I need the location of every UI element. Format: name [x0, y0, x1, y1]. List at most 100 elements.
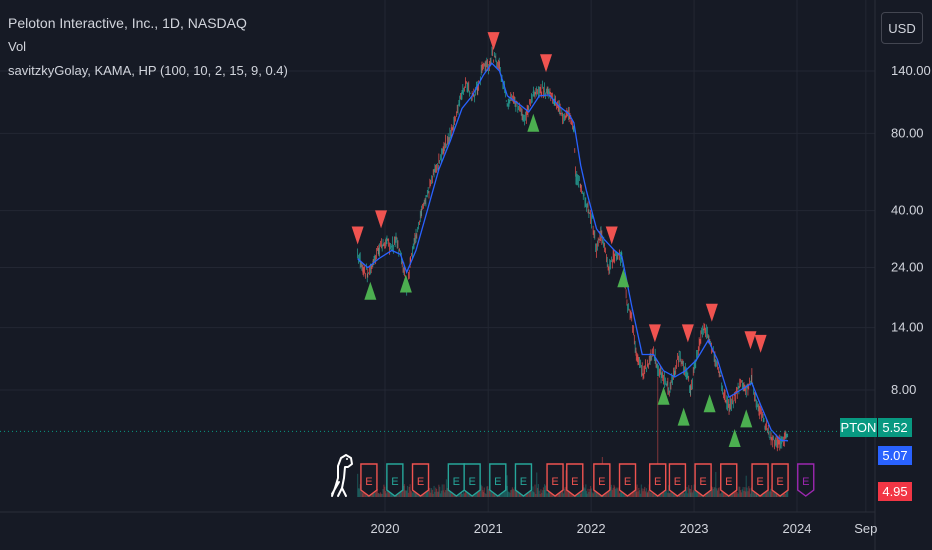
earnings-marker-4[interactable]: E	[463, 463, 481, 497]
volume-bar-219	[533, 492, 535, 497]
volume-bar-71	[413, 490, 415, 497]
volume-bar-100	[436, 491, 439, 497]
earnings-marker-11[interactable]: E	[648, 463, 667, 497]
volume-bar-406	[683, 493, 686, 497]
volume-bar-261	[567, 488, 569, 497]
volume-bar-162	[487, 488, 490, 497]
volume-bar-389	[670, 489, 672, 497]
volume-bar-285	[585, 490, 587, 497]
earnings-marker-7[interactable]: E	[546, 463, 564, 497]
volume-bar-478	[743, 490, 745, 497]
volume-bar-361	[646, 491, 649, 497]
volume-bar-384	[666, 490, 668, 497]
volume-bar-355	[642, 491, 644, 497]
volume-bar-364	[649, 489, 651, 497]
volume-bar-419	[694, 491, 696, 497]
earnings-marker-12[interactable]: E	[668, 463, 687, 497]
volume-bar-131	[462, 493, 464, 497]
ticker-badge: PTON	[840, 418, 877, 437]
volume-bar-409	[686, 486, 688, 497]
time-axis[interactable]: 2020 2021 2022 2023 2024 Sep	[371, 521, 878, 536]
earnings-marker-shape-12	[668, 463, 687, 497]
earnings-marker-shape-13	[694, 463, 712, 497]
volume-bar-358	[644, 491, 647, 497]
earnings-marker-15[interactable]: E	[751, 463, 769, 497]
volume-bar-70	[412, 490, 414, 497]
volume-indicator-label[interactable]: Vol	[8, 39, 27, 54]
volume-bar-491	[753, 490, 756, 497]
volume-bar-185	[506, 475, 508, 497]
volume-bar-29	[379, 492, 382, 497]
earnings-marker-shape-16	[771, 463, 789, 497]
volume-bar-414	[690, 492, 692, 497]
volume-bar-446	[716, 490, 719, 497]
volume-bar-235	[546, 493, 548, 497]
volume-bar-281	[582, 485, 584, 497]
earnings-marker-10[interactable]: E	[618, 463, 637, 497]
sell-marker-3	[540, 54, 553, 73]
volume-bar-178	[500, 492, 502, 497]
volume-bar-28	[379, 493, 381, 497]
volume-bar-349	[637, 491, 639, 497]
y-tick-label-3: 24.00	[891, 260, 924, 275]
volume-bar-415	[690, 485, 693, 497]
volume-bar-62	[406, 490, 408, 497]
volume-bar-63	[406, 485, 409, 497]
volume-bar-468	[734, 489, 737, 497]
volume-bar-405	[683, 490, 685, 497]
earnings-marker-17[interactable]: E	[797, 463, 815, 497]
volume-bar-163	[488, 490, 490, 497]
earnings-marker-0[interactable]: E	[360, 463, 378, 497]
volume-bar-487	[750, 487, 752, 497]
volume-bar-187	[507, 491, 509, 497]
volume-bar-106	[441, 484, 443, 497]
earnings-marker-shape-0	[360, 463, 378, 497]
volume-bar-61	[405, 490, 407, 497]
earnings-marker-14[interactable]: E	[720, 463, 738, 497]
earnings-marker-3[interactable]: E	[447, 463, 466, 497]
volume-bar-88	[426, 488, 428, 497]
volume-bar-293	[592, 493, 594, 497]
volume-bar-118	[451, 492, 453, 497]
earnings-marker-16[interactable]: E	[771, 463, 789, 497]
volume-bar-22	[374, 492, 376, 497]
candlestick-series	[357, 46, 789, 452]
earnings-marker-1[interactable]: E	[386, 463, 404, 497]
volume-bar-506	[765, 489, 768, 497]
earnings-marker-8[interactable]: E	[566, 463, 584, 497]
volume-bar-484	[748, 486, 750, 497]
earnings-marker-13[interactable]: E	[694, 463, 712, 497]
volume-bar-367	[652, 493, 654, 497]
volume-bar-105	[440, 490, 442, 497]
volume-bar-225	[538, 490, 540, 497]
volume-bar-344	[633, 488, 635, 497]
volume-bar-110	[445, 490, 447, 497]
volume-bar-222	[536, 472, 538, 497]
buy-marker-5	[677, 407, 690, 426]
volume-bar-257	[563, 488, 565, 497]
indicator-label[interactable]: savitzkyGolay, KAMA, HP (100, 10, 2, 15,…	[8, 63, 288, 78]
earnings-marker-2[interactable]: E	[411, 463, 430, 497]
volume-bar-152	[479, 489, 481, 497]
volume-bar-104	[439, 493, 442, 497]
price-axis[interactable]: 140.00 80.00 40.00 24.00 14.00 8.00	[891, 63, 931, 397]
volume-bar-188	[508, 491, 510, 497]
earnings-marker-label-15: E	[756, 476, 763, 488]
earnings-marker-6[interactable]: E	[514, 463, 533, 497]
volume-bar-311	[606, 491, 608, 497]
kama-line-series	[357, 62, 789, 442]
earnings-marker-9[interactable]: E	[593, 463, 611, 497]
volume-bar-315	[609, 487, 612, 497]
volume-bar-153	[480, 484, 482, 497]
volume-bar-263	[568, 489, 570, 497]
volume-bar-113	[447, 489, 449, 497]
earnings-marker-5[interactable]: E	[489, 463, 507, 497]
volume-bar-108	[443, 484, 445, 497]
symbol-title[interactable]: Peloton Interactive, Inc., 1D, NASDAQ	[8, 15, 247, 31]
volume-bar-477	[742, 486, 744, 497]
currency-button[interactable]: USD	[881, 12, 923, 44]
volume-bar-107	[442, 490, 444, 497]
